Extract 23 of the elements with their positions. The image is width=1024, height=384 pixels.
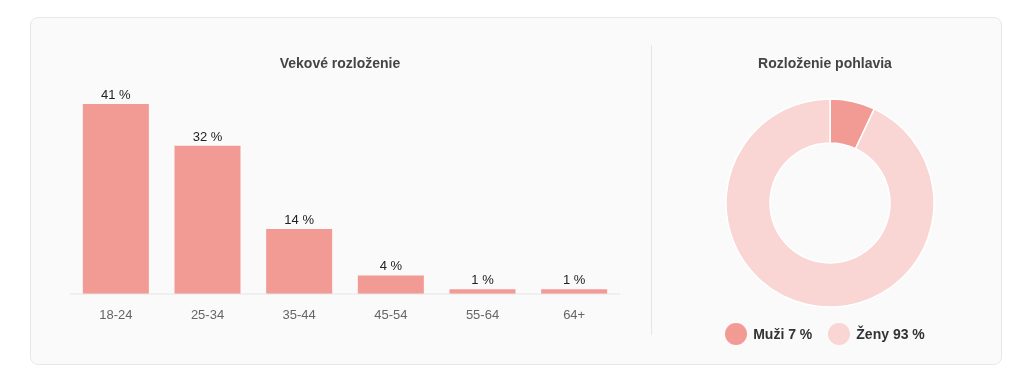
bar <box>174 145 241 294</box>
data-label: 1 % <box>562 272 586 288</box>
x-tick-label: 64+ <box>563 307 586 323</box>
chart-title: Rozloženie pohlavia <box>757 55 893 71</box>
bar <box>357 275 424 294</box>
data-label: 32 % <box>192 128 223 144</box>
x-tick-label: 25-34 <box>190 307 225 323</box>
x-tick-label: 18-24 <box>99 307 133 323</box>
data-label: 4 % <box>379 258 403 274</box>
donut-slice <box>725 98 935 308</box>
legend-label: Ženy <box>856 326 889 342</box>
x-tick-label: 45-54 <box>374 307 408 323</box>
legend-label: Muži <box>753 326 785 342</box>
chart-title: Vekové rozloženie <box>278 55 402 71</box>
x-tick-label: 35-44 <box>282 307 316 323</box>
data-label: 41 % <box>101 87 132 102</box>
x-tick-label: 55-64 <box>465 307 500 323</box>
bar <box>82 104 149 294</box>
bar <box>266 229 333 294</box>
data-label: 1 % <box>471 272 495 288</box>
data-label: 7 % <box>788 326 813 342</box>
data-label: 14 % <box>284 212 315 228</box>
data-label: 93 % <box>892 326 925 342</box>
